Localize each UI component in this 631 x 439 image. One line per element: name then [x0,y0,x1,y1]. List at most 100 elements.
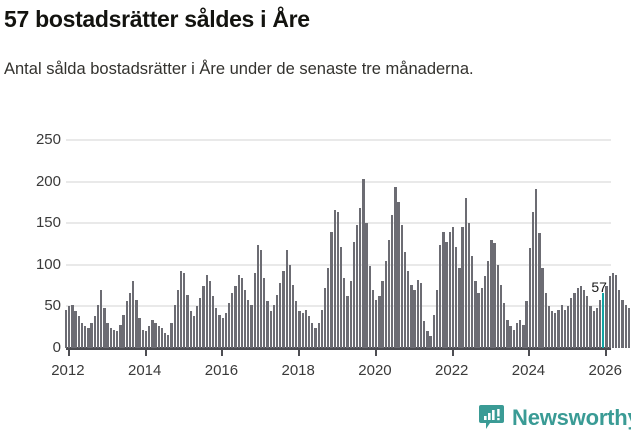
bar[interactable] [493,243,496,348]
bar[interactable] [416,279,419,348]
bar[interactable] [71,304,74,348]
bar[interactable] [359,208,362,348]
bar[interactable] [432,314,435,348]
bar[interactable] [474,281,477,348]
bar[interactable] [368,266,371,348]
bar[interactable] [295,301,298,348]
bar[interactable] [570,298,573,348]
bar[interactable] [199,298,202,348]
bar[interactable] [595,308,599,348]
bar[interactable] [154,323,157,348]
bar[interactable] [576,288,579,348]
bar[interactable] [394,187,397,348]
bar[interactable] [116,331,119,348]
bar[interactable] [186,294,189,348]
bar[interactable] [525,301,528,348]
bar[interactable] [323,288,327,348]
bar[interactable] [275,294,279,348]
bar[interactable] [499,284,503,348]
bar[interactable] [471,256,474,348]
bar[interactable] [327,268,330,348]
bar[interactable] [240,278,244,348]
bar[interactable] [333,209,336,348]
bar[interactable] [259,249,263,348]
bar[interactable] [96,304,100,348]
bar[interactable] [291,284,295,348]
bar[interactable] [464,198,467,348]
bar[interactable] [509,326,512,348]
bar[interactable] [211,296,215,348]
bar[interactable] [84,326,87,348]
bar[interactable] [317,323,320,348]
bar[interactable] [550,311,554,348]
bar[interactable] [167,334,170,348]
bar[interactable] [90,323,93,348]
bar[interactable] [614,274,618,348]
bar[interactable] [621,299,624,348]
bar[interactable] [445,241,448,348]
bar[interactable] [349,281,352,348]
bar[interactable] [371,289,375,348]
bar[interactable] [403,251,407,348]
bar[interactable] [157,326,160,348]
bar[interactable] [151,319,154,348]
bar[interactable] [301,313,304,348]
bar[interactable] [208,281,212,348]
bar[interactable] [80,323,84,348]
bar[interactable] [627,308,631,348]
bar[interactable] [535,189,538,348]
bar[interactable] [202,286,205,348]
bar[interactable] [429,336,432,348]
bar[interactable] [125,301,128,348]
bar[interactable] [132,281,135,348]
bar[interactable] [272,304,276,348]
bar[interactable] [247,299,250,348]
bar[interactable] [144,331,148,348]
bar[interactable] [605,286,608,348]
bar[interactable] [496,264,499,348]
bar[interactable] [205,274,208,348]
bar[interactable] [183,273,186,348]
bar[interactable] [611,273,615,348]
bar[interactable] [451,226,455,348]
bar[interactable] [128,293,132,348]
bar[interactable] [339,246,343,348]
bar[interactable] [467,223,471,348]
bar[interactable] [263,278,266,348]
bar[interactable] [439,244,442,348]
bar[interactable] [192,316,196,348]
bar[interactable] [227,303,231,348]
bar[interactable] [413,289,416,348]
bar[interactable] [355,224,359,348]
bar[interactable] [522,324,525,348]
bar[interactable] [557,309,560,348]
bar[interactable] [68,306,71,348]
bar[interactable] [106,323,109,348]
bar[interactable] [279,283,282,348]
bar[interactable] [423,321,426,348]
bar[interactable] [483,276,487,348]
bar[interactable] [160,328,164,348]
bar[interactable] [176,289,180,348]
bar[interactable] [387,239,391,348]
bar[interactable] [135,299,138,348]
bar[interactable] [336,211,339,348]
bar[interactable] [346,296,349,348]
bar[interactable] [624,304,627,348]
bar[interactable] [589,306,592,348]
bar[interactable] [541,268,544,348]
bar[interactable] [307,316,311,348]
bar[interactable] [528,248,531,348]
bar[interactable] [547,306,551,348]
bar[interactable] [435,289,439,348]
bar[interactable] [506,319,509,348]
bar[interactable] [538,233,541,348]
bar[interactable] [304,309,308,348]
bar[interactable] [224,313,228,348]
bar[interactable] [461,226,464,348]
newsworthy-logo[interactable]: Newsworthy [478,404,631,431]
bar[interactable] [480,288,483,348]
bar[interactable] [195,306,199,348]
bar[interactable] [458,268,461,348]
bar[interactable] [163,333,167,348]
